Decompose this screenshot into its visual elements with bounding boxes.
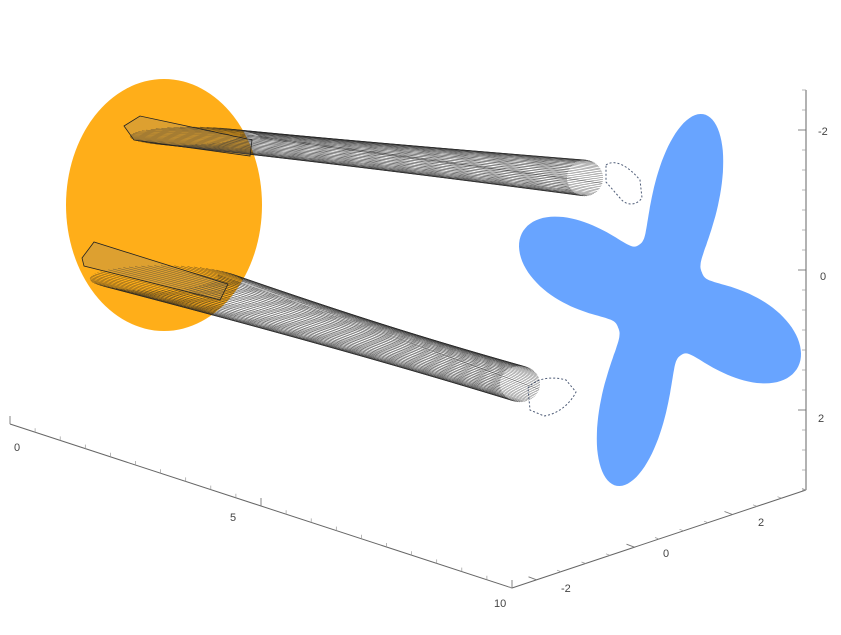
upper-tube-line [225,128,599,166]
lower-tube-line [96,283,501,388]
lower-tube-line [97,272,505,373]
upper-tube-line [241,130,602,171]
lower-tube-line [89,278,501,380]
y-axis-tick [703,520,709,523]
upper-tube-line [217,142,591,196]
y-axis-tick [556,569,562,572]
upper-tube-start [123,115,253,157]
upper-tube-line [141,141,569,186]
upper-tube-line [236,129,601,169]
upper-tube-line [259,137,603,184]
axis-ticks [9,89,807,589]
upper-tube-line [131,138,568,178]
y-axis-tick [581,561,586,564]
upper-tube-line [249,132,603,175]
x-tick-label-0: 0 [14,442,20,454]
y-axis-tick [679,529,684,532]
upper-tube-line [255,134,604,178]
lower-tube-line [90,279,501,382]
lower-tube-line [217,274,540,390]
x-tick-label-10: 10 [494,598,506,610]
upper-tube-line [131,134,569,171]
axes: 0 5 10 -2 0 2 -2 0 2 [9,89,828,610]
upper-tube-line [239,135,601,188]
lower-tube-end-outline [527,377,577,417]
lower-tube-line [90,277,502,379]
lower-tube-line [233,274,540,382]
upper-tube-line [259,136,603,182]
z-tick-label-2: 2 [818,413,824,425]
y-tick-label-2: 2 [758,517,764,529]
lower-tube-line [202,284,531,400]
lower-tube-line [240,278,540,387]
lower-tube-line [194,286,528,402]
blue-flower [519,114,801,486]
y-axis-tick [605,553,611,556]
y-axis-tick [752,504,758,507]
upper-tube-end-outline [605,162,643,205]
orange-disk [66,79,262,331]
upper-tube-line [138,131,573,166]
upper-tube-line [135,140,568,182]
lower-tube-line [209,282,534,398]
y-axis-tick [654,537,660,540]
lower-tube-line [198,285,529,401]
lower-tube-line [235,275,541,384]
upper-tube-line [246,131,603,173]
lower-tube-line [90,280,501,383]
upper-tube-line [257,135,603,180]
upper-line-tube [129,126,604,197]
lower-tube-line [161,290,517,402]
lower-tube-line [241,279,540,388]
upper-tube-line [145,142,570,187]
upper-tube-line [237,137,600,189]
lower-tube-line [128,266,516,367]
x-tick-label-5: 5 [230,512,236,524]
lower-tube-line [94,282,501,387]
lower-line-tube [89,265,541,403]
y-tick-label-0: 0 [663,548,669,560]
y-axis-tick [507,586,513,589]
y-tick-label-neg2: -2 [561,583,571,595]
lower-tube-line [92,281,501,385]
upper-tube-line [135,132,571,168]
y-axis-tick [724,511,733,515]
y-axis-tick [528,576,537,581]
lower-tube-line [94,273,504,374]
upper-tube-line [132,139,568,180]
lower-tube-line [91,275,502,377]
lower-tube-line [103,285,502,391]
lower-tube-line [99,284,501,390]
lower-tube-line [206,283,532,399]
z-tick-label-0: 0 [820,271,826,283]
lower-tube-line [100,271,507,372]
lower-tube-line [92,274,503,376]
upper-tube-line [138,140,568,184]
lower-tube-start [81,241,229,301]
lower-tube-line [134,266,518,367]
lower-tube-line [238,276,541,385]
y-axis-tick [626,543,635,548]
lower-tube-line [241,280,540,390]
upper-tube-line [231,128,600,168]
upper-tube-line [150,143,571,189]
upper-tube-line [253,133,603,176]
lower-tube-line [229,272,540,380]
z-tick-label-neg2: -2 [818,126,828,138]
y-axis-tick [777,496,782,499]
upper-tube-line [132,133,570,169]
lower-tube-line [123,267,514,368]
